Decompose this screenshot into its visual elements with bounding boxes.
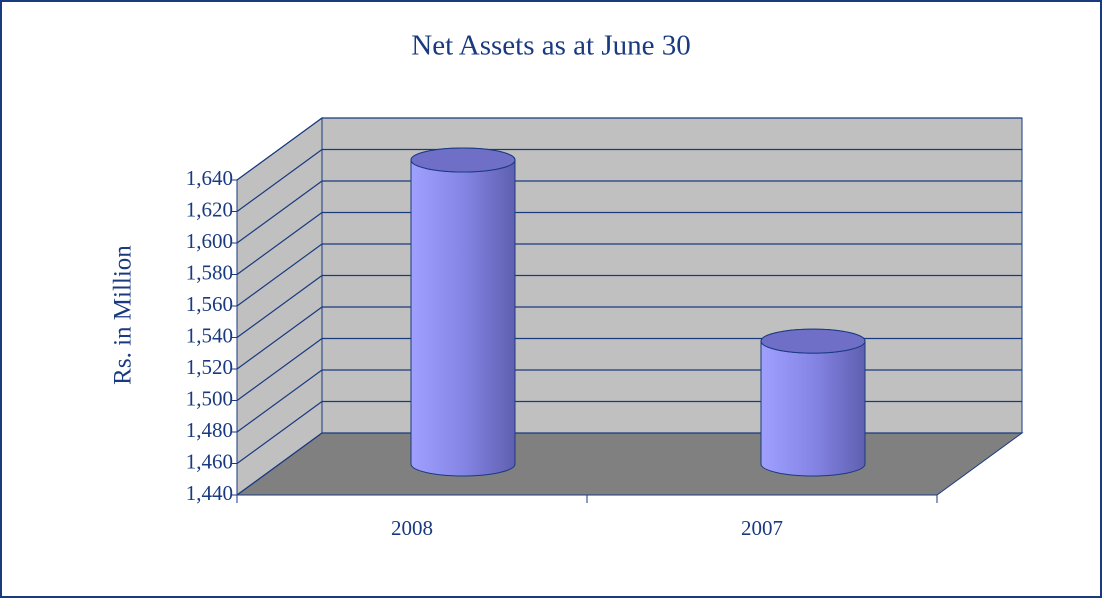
grid-line [236,180,1022,244]
grid-line [236,211,1022,275]
bar [410,147,516,477]
y-axis-label: Rs. in Million [110,245,137,385]
y-tick-label: 1,580 [186,260,233,284]
bar-body [760,340,866,477]
bar-body [410,159,516,477]
y-tick-label: 1,540 [186,323,233,347]
bar-top-shade [410,147,516,173]
chart-title: Net Assets as at June 30 [411,30,691,62]
bar [760,328,866,477]
grid-line [236,306,1022,370]
y-tick-label: 1,560 [186,292,233,316]
grid-line [236,117,1022,181]
y-tick-label: 1,600 [186,229,233,253]
y-tick-label: 1,500 [186,386,233,410]
y-tick-label: 1,440 [186,481,233,505]
bar-top-shade [760,328,866,354]
x-tick-label: 2007 [741,516,783,540]
y-tick-label: 1,520 [186,355,233,379]
y-tick-label: 1,620 [186,197,233,221]
y-tick-label: 1,480 [186,418,233,442]
x-tick-label: 2008 [391,516,433,540]
y-tick-label: 1,460 [186,449,233,473]
grid-line [236,243,1022,307]
y-tick-label: 1,640 [186,166,233,190]
floor [235,432,1024,496]
grid-line [236,274,1022,338]
grid-line [236,148,1022,212]
